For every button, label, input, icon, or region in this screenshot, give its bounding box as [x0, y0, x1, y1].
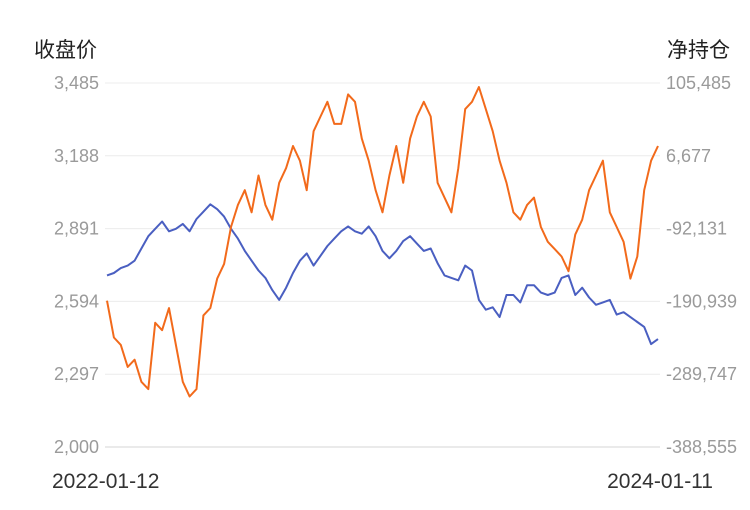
right-tick-label: 105,485	[666, 73, 731, 93]
x-end-label: 2024-01-11	[607, 470, 713, 493]
right-tick-label: -289,747	[666, 364, 737, 384]
right-tick-label: -190,939	[666, 291, 737, 311]
left-tick-label: 2,297	[54, 364, 99, 384]
right-axis-title: 净持仓	[667, 38, 730, 62]
left-axis-title: 收盘价	[34, 38, 97, 62]
left-tick-label: 2,594	[54, 291, 99, 311]
right-tick-label: -92,131	[666, 219, 727, 239]
right-tick-label: -388,555	[666, 437, 737, 457]
right-tick-label: 6,677	[666, 146, 711, 166]
x-start-label: 2022-01-12	[52, 470, 159, 493]
right-axis-ticks: 105,485 6,677 -92,131 -190,939 -289,747 -388,…	[666, 73, 737, 457]
close-price-line	[106, 203, 659, 346]
left-tick-label: 2,891	[54, 219, 99, 239]
net-position-line	[106, 86, 659, 398]
left-tick-label: 3,485	[54, 73, 99, 93]
left-axis-ticks: 3,485 3,188 2,891 2,594 2,297 2,000	[54, 73, 99, 457]
left-tick-label: 2,000	[54, 437, 99, 457]
series-lines	[106, 86, 659, 398]
left-tick-label: 3,188	[54, 146, 99, 166]
